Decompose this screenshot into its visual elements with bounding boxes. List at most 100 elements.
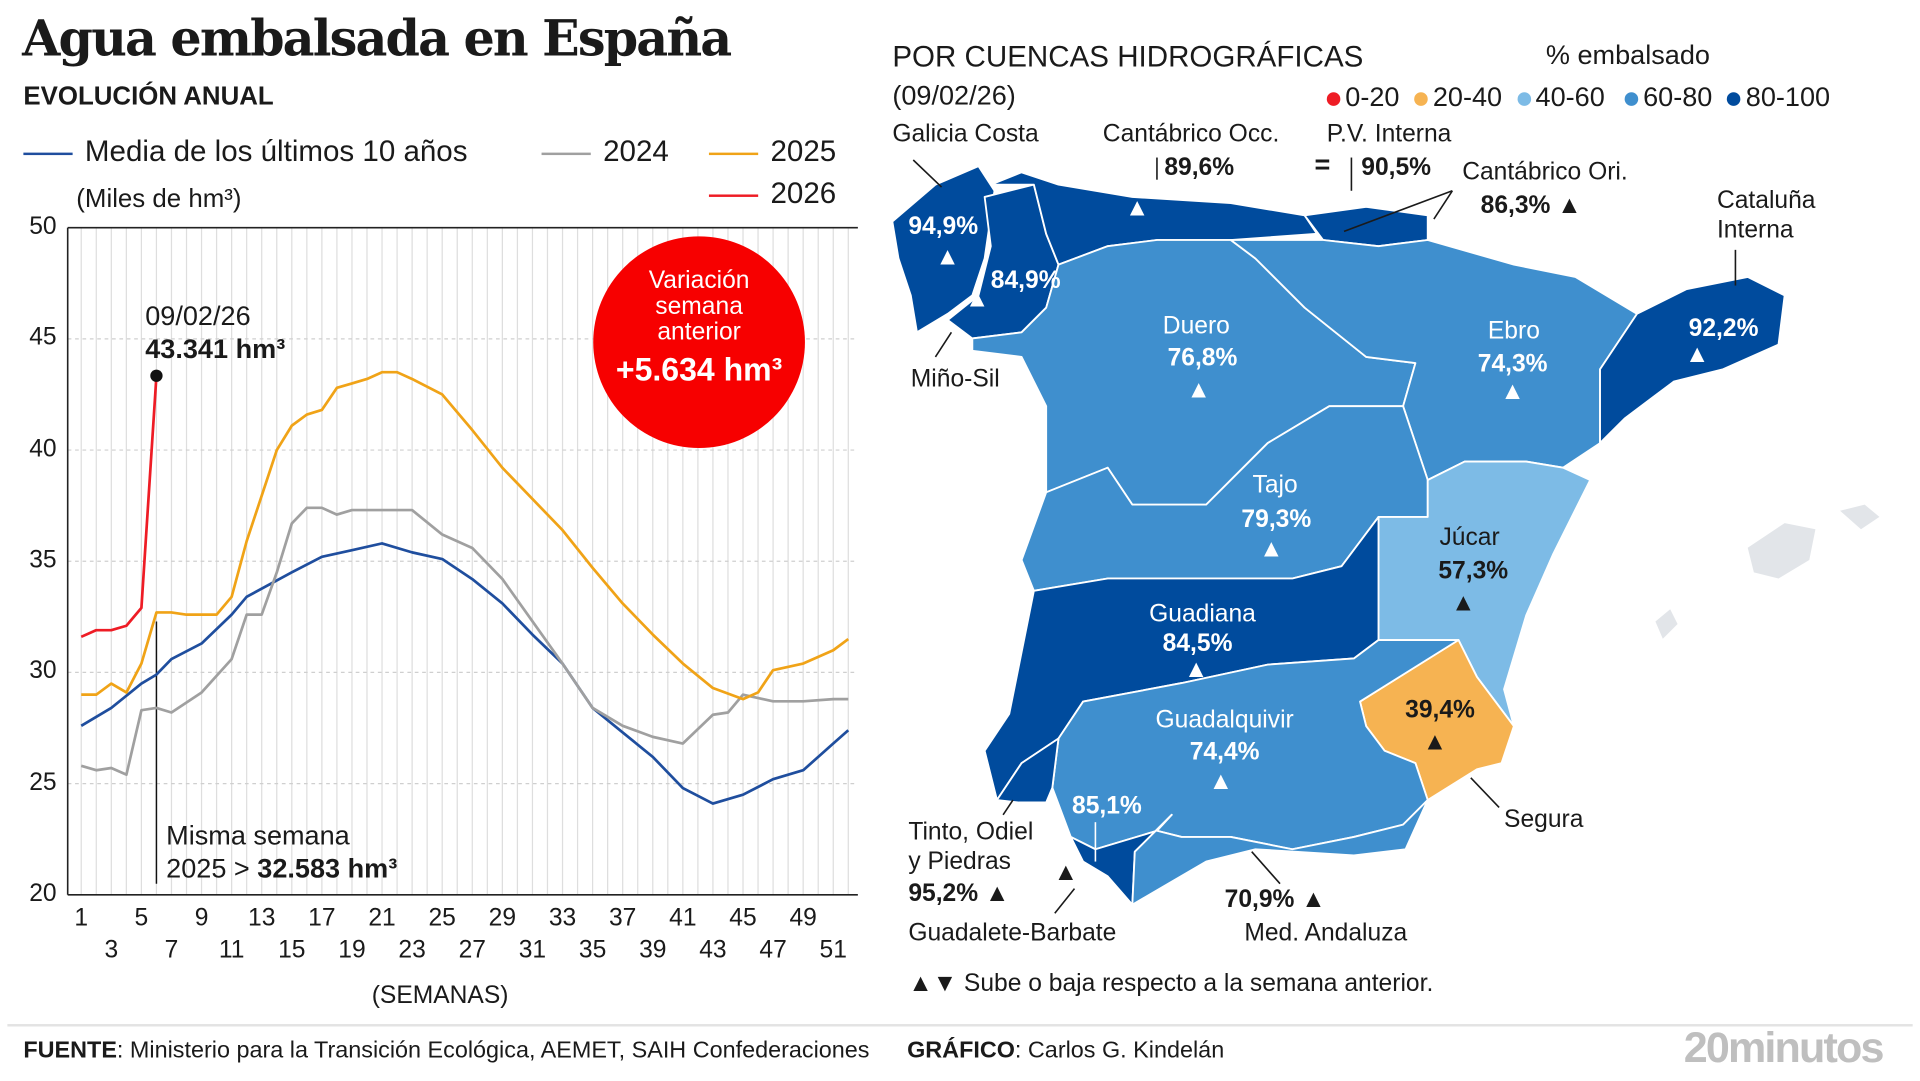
same-week-value: 32.583 hm³: [257, 852, 398, 884]
x-tick-label: 49: [789, 904, 817, 932]
spain-basin-map: [891, 157, 1880, 914]
series-line-2026: [80, 375, 158, 639]
x-tick-label: 3: [104, 936, 119, 964]
label-guadiana: Guadiana: [1149, 600, 1256, 628]
label-tinto-line1: Tinto, Odiel: [908, 818, 1034, 846]
x-tick-label: 33: [548, 904, 577, 932]
legend-80-100: 80-100: [1727, 81, 1830, 112]
x-tick-label: 35: [578, 936, 607, 964]
label-tinto-line2: y Piedras: [908, 848, 1011, 876]
x-tick-label: 23: [398, 936, 426, 964]
x-tick-label: 15: [278, 936, 306, 964]
x-tick-label: 51: [819, 936, 847, 964]
pct-mino-sil: 84,9%: [990, 267, 1061, 295]
label-cantabrico-ori: Cantábrico Ori.: [1462, 158, 1628, 186]
trend-equal-icon: =: [1314, 148, 1331, 180]
y-tick-label: 40: [29, 435, 57, 463]
pct-pv-interna: 90,5%: [1361, 153, 1432, 181]
x-tick-label: 45: [729, 904, 757, 932]
pct-galicia-costa: 94,9%: [908, 212, 979, 241]
pct-ebro: 74,3%: [1477, 350, 1548, 378]
last-value-label: 43.341 hm³: [145, 333, 286, 365]
label-cantabrico-occ: Cantábrico Occ.: [1102, 120, 1280, 148]
pct-value: 86,3%: [1480, 192, 1551, 220]
balearic-islands: [1655, 504, 1880, 639]
legend-dot: [1727, 91, 1741, 106]
trend-up-icon: ▲: [1500, 377, 1525, 405]
trend-up-icon: ▲: [1186, 376, 1211, 404]
legend-item-2025: 2025: [708, 135, 837, 169]
variation-bubble: Variación semana anterior +5.634 hm³: [593, 236, 805, 449]
pct-segura: 39,4%: [1405, 696, 1475, 724]
legend-text: 0-20: [1345, 81, 1400, 113]
label-guadalete-barbate: Guadalete-Barbate: [908, 919, 1117, 947]
source-text: : Ministerio para la Transición Ecológic…: [116, 1037, 870, 1064]
trend-up-icon: ▲: [1301, 886, 1326, 914]
legend-item-media: Media de los últimos 10 años: [23, 135, 468, 169]
same-week-value-row: 2025 > 32.583 hm³: [166, 853, 397, 885]
x-tick-label: 25: [428, 904, 456, 932]
basin-med-andaluza: [1131, 799, 1429, 906]
variation-label: Variación semana anterior: [648, 267, 750, 346]
pct-jucar: 57,3%: [1438, 557, 1509, 585]
x-tick-label: 7: [164, 936, 179, 964]
basin-cantabrico-occ: [989, 171, 1318, 266]
legend-swatch: [23, 152, 73, 155]
pct-duero: 76,8%: [1167, 344, 1238, 372]
label-mino-sil: Miño-Sil: [910, 365, 1000, 393]
legend-label: Media de los últimos 10 años: [84, 135, 468, 169]
legend-item-2026: 2026: [708, 177, 836, 211]
basin-tinto-odiel-piedras: [996, 737, 1060, 804]
x-tick-label: 17: [308, 904, 336, 932]
pct-tajo: 79,3%: [1241, 505, 1312, 533]
ibiza-shape: [1655, 609, 1678, 639]
x-tick-label: 39: [639, 936, 667, 964]
page-title: Agua embalsada en España: [22, 9, 732, 68]
pct-cantabrico-ori: 86,3% ▲: [1481, 192, 1582, 220]
same-week-label: Misma semana: [166, 819, 350, 851]
trend-note: ▲▼ Sube o baja respecto a la semana ante…: [908, 970, 1433, 998]
trend-up-icon: ▲: [1422, 728, 1448, 756]
pct-value: 95,2%: [908, 880, 979, 908]
legend-item-2024: 2024: [541, 135, 669, 169]
label-cataluna: Cataluña: [1716, 187, 1816, 215]
mallorca-shape: [1747, 523, 1816, 579]
trend-up-icon: ▲: [1208, 768, 1234, 796]
legend-20-40: 20-40: [1414, 81, 1502, 112]
legend-label: 2024: [603, 135, 669, 169]
legend-60-80: 60-80: [1624, 81, 1713, 112]
graphic-label: GRÁFICO: [907, 1037, 1015, 1064]
label-tajo: Tajo: [1252, 471, 1298, 499]
brand-logo: 20minutos: [1683, 1024, 1885, 1073]
trend-up-icon: ▲: [1684, 340, 1710, 369]
legend-text: 20-40: [1432, 81, 1503, 113]
map-legend: 0-20 20-40 40-60 60-80 80-100: [1326, 81, 1830, 113]
legend-label: 2025: [770, 135, 837, 169]
trend-up-icon: ▲: [1451, 589, 1476, 617]
y-tick-label: 30: [29, 657, 57, 685]
series-line-media-de-los-últimos-10-años: [80, 542, 850, 805]
trend-up-icon: ▲: [935, 243, 960, 271]
legend-swatch: [708, 194, 759, 197]
footer-divider: [7, 1024, 1913, 1027]
x-axis-label: (SEMANAS): [371, 982, 509, 1010]
pct-cantabrico-occ: 89,6%: [1164, 153, 1235, 181]
x-tick-label: 27: [458, 936, 486, 964]
pct-tinto: 95,2% ▲: [908, 880, 1009, 908]
source-label: FUENTE: [23, 1037, 117, 1064]
y-tick-label: 25: [29, 768, 57, 796]
y-tick-label: 20: [29, 880, 57, 908]
legend-swatch: [541, 152, 591, 155]
leader-lines: [912, 157, 1737, 914]
x-tick-label: 1: [74, 904, 89, 932]
same-week-prefix: 2025 >: [166, 852, 258, 884]
legend-swatch: [708, 152, 759, 155]
x-tick-label: 37: [608, 904, 637, 932]
latest-point-marker: [150, 369, 163, 382]
legend-40-60: 40-60: [1517, 81, 1605, 112]
x-tick-label: 41: [669, 904, 697, 932]
label-segura: Segura: [1504, 806, 1584, 834]
legend-text: 40-60: [1535, 81, 1605, 113]
y-axis-unit: (Miles de hm³): [76, 184, 242, 213]
map-date: (09/02/26): [892, 80, 1016, 111]
